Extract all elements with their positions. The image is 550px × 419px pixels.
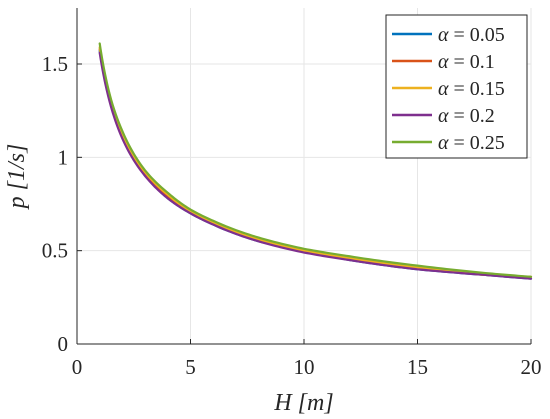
y-tick-label: 1 <box>58 145 69 169</box>
legend-greek-symbol: α <box>438 132 449 154</box>
y-tick-label: 0.5 <box>42 239 68 263</box>
legend-greek-symbol: α <box>438 24 449 46</box>
series-lines <box>98 42 533 280</box>
y-tick-labels: 0 0.5 1 1.5 <box>42 52 68 356</box>
y-tick-label: 0 <box>58 332 69 356</box>
legend-value-text: = 0.15 <box>449 78 505 100</box>
legend-label-4: α = 0.25 <box>438 132 505 154</box>
legend-label-3: α = 0.2 <box>438 105 495 127</box>
y-tick-label: 1.5 <box>42 52 68 76</box>
axes <box>76 8 532 345</box>
y-axis-title: p [1/s] <box>4 144 30 211</box>
x-tick-label: 5 <box>185 355 196 379</box>
legend-value-text: = 0.25 <box>449 132 505 154</box>
legend-box <box>385 14 528 159</box>
series-line-2 <box>98 46 533 278</box>
legend-greek-symbol: α <box>438 105 449 127</box>
x-tick-label: 15 <box>407 355 428 379</box>
x-tick-label: 0 <box>72 355 83 379</box>
legend-value-text: = 0.2 <box>449 105 495 127</box>
legend-greek-symbol: α <box>438 51 449 73</box>
x-tick-label: 10 <box>294 355 315 379</box>
legend-label-2: α = 0.15 <box>438 78 505 100</box>
legend-label-0: α = 0.05 <box>438 24 505 46</box>
legend-label-1: α = 0.1 <box>438 51 495 73</box>
series-line-4 <box>98 42 533 278</box>
legend-value-text: = 0.05 <box>449 24 505 46</box>
x-tick-labels: 0 5 10 15 20 <box>72 355 542 379</box>
legend-value-text: = 0.1 <box>449 51 495 73</box>
x-axis-title: H [m] <box>273 390 333 416</box>
legend-greek-symbol: α <box>438 78 449 100</box>
series-line-3 <box>98 51 533 280</box>
x-tick-label: 20 <box>521 355 542 379</box>
legend: α = 0.05α = 0.1α = 0.15α = 0.2α = 0.25 <box>385 14 528 159</box>
